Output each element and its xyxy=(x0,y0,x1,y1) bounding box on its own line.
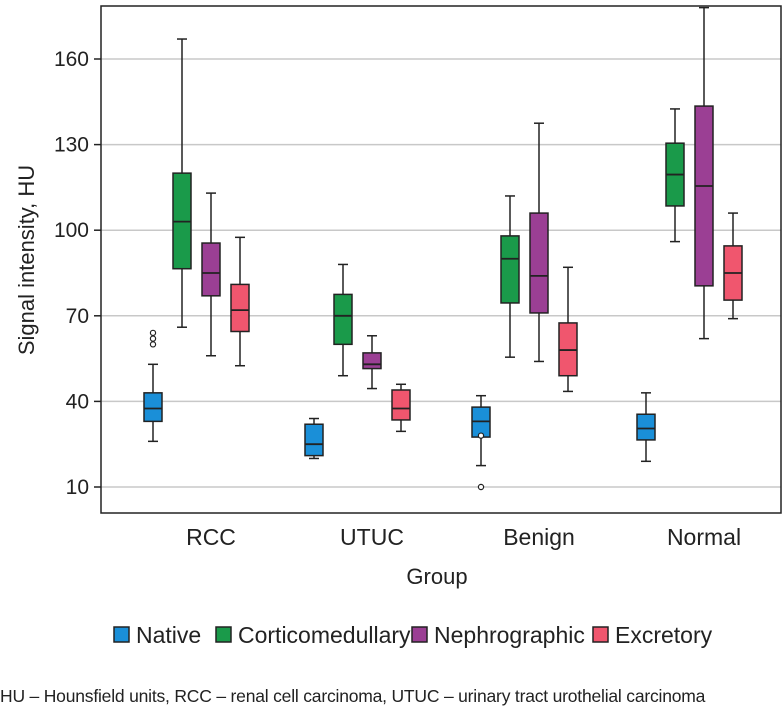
y-tick-label: 130 xyxy=(54,134,89,157)
box-corticomedullary-utuc xyxy=(333,263,353,377)
box-native-rcc xyxy=(143,329,163,443)
box-excretory-benign xyxy=(558,266,578,393)
box-corticomedullary-benign xyxy=(500,195,520,358)
legend-label-corticomedullary: Corticomedullary xyxy=(238,622,411,648)
y-tick-label: 100 xyxy=(54,219,89,242)
outlier-point xyxy=(477,483,485,491)
x-category-label: Normal xyxy=(667,524,741,550)
outlier-point xyxy=(149,335,157,342)
box-nephrographic-utuc xyxy=(362,335,382,390)
box-corticomedullary-rcc xyxy=(172,38,192,328)
box-corticomedullary-normal xyxy=(665,108,685,243)
footnote: HU – Hounsfield units, RCC – renal cell … xyxy=(0,686,706,706)
outlier-point xyxy=(149,341,157,348)
x-axis-categories: RCC UTUC Benign Normal xyxy=(186,524,741,550)
iqr-box xyxy=(391,389,411,421)
legend-swatch-corticomedullary xyxy=(215,626,232,643)
box-native-utuc xyxy=(304,417,324,460)
legend-swatch-native xyxy=(113,626,130,643)
iqr-box xyxy=(694,105,714,287)
x-category-label: Benign xyxy=(503,524,575,550)
box-nephrographic-rcc xyxy=(201,192,221,357)
box-excretory-rcc xyxy=(230,236,250,367)
legend-label-nephrographic: Nephrographic xyxy=(434,622,585,648)
y-axis-title: Signal intensity, HU xyxy=(14,165,39,355)
x-axis-title: Group xyxy=(406,564,467,589)
outlier-point xyxy=(477,432,485,439)
y-tick-label: 40 xyxy=(66,390,89,413)
iqr-box xyxy=(304,423,324,457)
iqr-box xyxy=(362,352,382,370)
iqr-box xyxy=(201,242,221,297)
iqr-box xyxy=(500,235,520,304)
y-tick-label: 10 xyxy=(66,476,89,499)
iqr-box xyxy=(529,212,549,314)
iqr-box xyxy=(333,293,353,346)
boxplot-chart: 10 40 70 100 130 160 RCC UTUC Benign Normal Grou… xyxy=(14,5,782,648)
iqr-box xyxy=(636,413,656,441)
legend: Native Corticomedullary Nephrographic Excre… xyxy=(113,622,713,648)
box-excretory-utuc xyxy=(391,383,411,433)
iqr-box xyxy=(230,283,250,333)
y-tick-label: 160 xyxy=(54,48,89,71)
outlier-point xyxy=(149,329,157,337)
iqr-box xyxy=(143,392,163,423)
x-category-label: UTUC xyxy=(340,524,404,550)
box-nephrographic-normal xyxy=(694,6,714,340)
box-native-normal xyxy=(636,392,656,463)
legend-label-excretory: Excretory xyxy=(615,622,713,648)
y-axis-ticks: 10 40 70 100 130 160 xyxy=(54,48,101,499)
boxes xyxy=(143,6,743,491)
legend-swatch-nephrographic xyxy=(411,626,428,643)
box-excretory-normal xyxy=(723,212,743,320)
plot-area-frame xyxy=(100,5,782,514)
box-nephrographic-benign xyxy=(529,122,549,363)
box-native-benign xyxy=(471,394,491,491)
x-category-label: RCC xyxy=(186,524,236,550)
legend-swatch-excretory xyxy=(592,626,609,643)
gridlines xyxy=(101,58,781,488)
legend-label-native: Native xyxy=(136,622,201,648)
y-tick-label: 70 xyxy=(66,305,89,328)
